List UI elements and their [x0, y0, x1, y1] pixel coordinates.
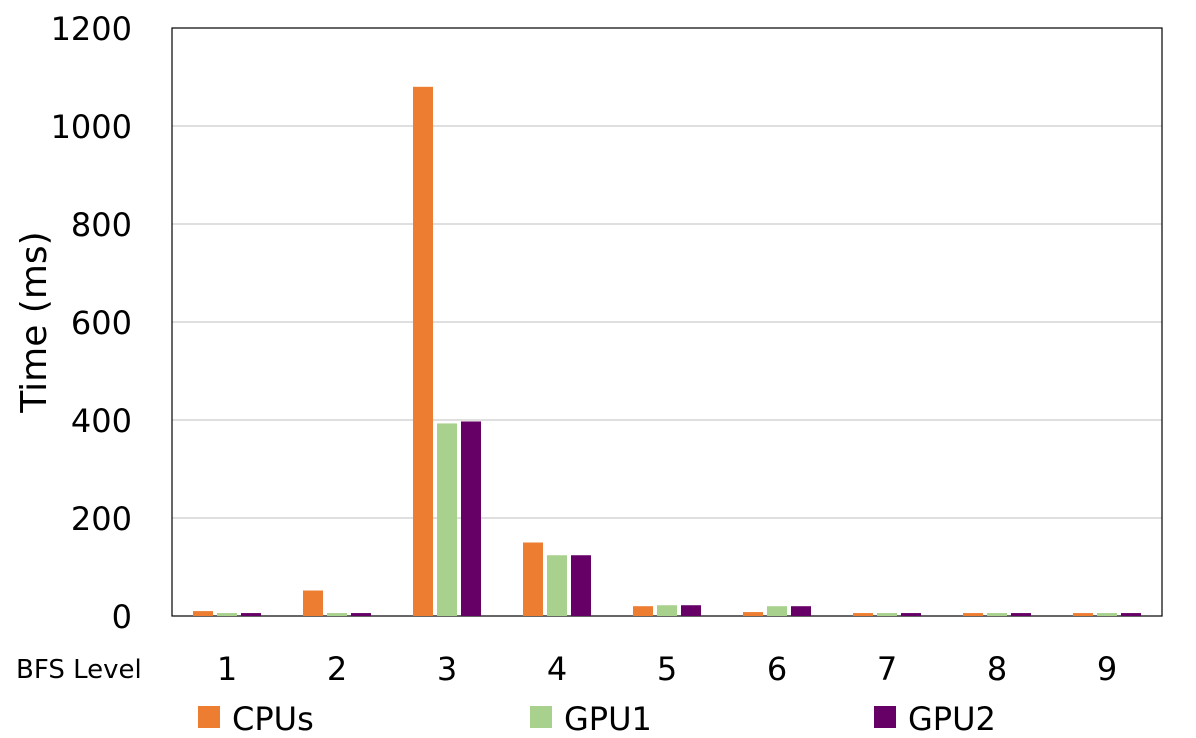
y-tick-label: 1200 — [51, 10, 132, 48]
bar-gpu1-level-9 — [1097, 613, 1117, 616]
bar-gpu2-level-6 — [791, 606, 811, 616]
x-tick-label: 8 — [987, 650, 1007, 688]
bar-gpu2-level-4 — [571, 555, 591, 616]
y-tick-labels: 0 200 400 600 800 1000 1200 — [51, 10, 132, 636]
bar-gpu2-level-5 — [681, 605, 701, 616]
bar-gpu2-level-3 — [461, 421, 481, 616]
x-tick-label: 2 — [327, 650, 347, 688]
bar-gpu1-level-3 — [437, 423, 457, 616]
y-tick-label: 400 — [71, 402, 132, 440]
bar-cpus-level-5 — [633, 606, 653, 616]
bar-cpus-level-6 — [743, 612, 763, 616]
bar-gpu2-level-9 — [1121, 613, 1141, 616]
bar-cpus-level-9 — [1073, 613, 1093, 616]
bar-gpu2-level-1 — [241, 613, 261, 616]
bar-cpus-level-7 — [853, 613, 873, 616]
bar-cpus-level-4 — [523, 542, 543, 616]
legend-label-cpus: CPUs — [232, 700, 314, 738]
x-tick-label: 9 — [1097, 650, 1117, 688]
bar-gpu1-level-1 — [217, 613, 237, 616]
legend-label-gpu1: GPU1 — [564, 700, 652, 738]
gridlines — [172, 125, 1162, 519]
x-tick-label: 5 — [657, 650, 677, 688]
bar-cpus-level-2 — [303, 590, 323, 616]
bar-cpus-level-8 — [963, 613, 983, 616]
x-tick-label: 7 — [877, 650, 897, 688]
legend-swatch-cpus — [198, 706, 220, 728]
bar-gpu2-level-8 — [1011, 613, 1031, 616]
x-axis-title: BFS Level — [16, 655, 142, 685]
legend-swatch-gpu1 — [530, 706, 552, 728]
bar-gpu1-level-5 — [657, 605, 677, 616]
bar-gpu1-level-6 — [767, 606, 787, 616]
y-tick-label: 200 — [71, 500, 132, 538]
bar-gpu1-level-7 — [877, 613, 897, 616]
x-tick-label: 6 — [767, 650, 787, 688]
legend-label-gpu2: GPU2 — [908, 700, 996, 738]
y-axis-title: Time (ms) — [14, 231, 55, 413]
x-tick-label: 4 — [547, 650, 567, 688]
x-tick-labels: 1 2 3 4 5 6 7 8 9 — [217, 650, 1117, 688]
x-tick-label: 3 — [437, 650, 457, 688]
bars — [193, 86, 1141, 617]
x-tick-label: 1 — [217, 650, 237, 688]
bar-gpu2-level-2 — [351, 613, 371, 616]
legend-swatch-gpu2 — [874, 706, 896, 728]
y-tick-label: 1000 — [51, 108, 132, 146]
legend: CPUs GPU1 GPU2 — [198, 700, 996, 738]
bar-cpus-level-1 — [193, 611, 213, 616]
y-tick-label: 0 — [112, 598, 132, 636]
bar-gpu1-level-4 — [547, 555, 567, 616]
bar-gpu1-level-2 — [327, 613, 347, 616]
y-tick-label: 800 — [71, 206, 132, 244]
bar-gpu2-level-7 — [901, 613, 921, 616]
bar-gpu1-level-8 — [987, 613, 1007, 616]
y-tick-label: 600 — [71, 304, 132, 342]
bar-cpus-level-3 — [413, 86, 433, 617]
